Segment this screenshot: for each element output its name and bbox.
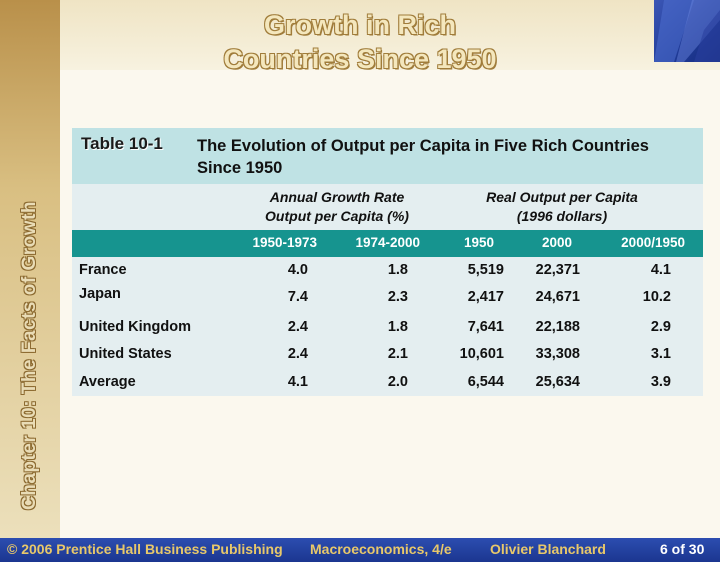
corner-decoration (654, 0, 720, 62)
country-cell: Japan (79, 286, 121, 302)
group-output-line2: (1996 dollars) (516, 208, 608, 224)
column-header: 1950 (463, 235, 494, 250)
sidebar: Chapter 10: The Facts of Growth (0, 0, 60, 540)
table-title: The Evolution of Output per Capita in Fi… (197, 135, 697, 179)
footer-author: Olivier Blanchard (490, 541, 606, 557)
footer-bar: © 2006 Prentice Hall Business Publishing… (0, 538, 720, 562)
table-row: Japan 7.4 2.3 2,417 24,671 10.2 (72, 286, 703, 313)
country-cell: United Kingdom (79, 319, 191, 335)
ratio-cell: 4.1 (650, 262, 671, 278)
table-label: Table 10-1 (81, 134, 163, 153)
table-column-header: 1950-1973 1974-2000 1950 2000 2000/1950 (72, 230, 703, 257)
table-row: United States 2.4 2.1 10,601 33,308 3.1 (72, 342, 703, 369)
group-growth-rate: Annual Growth Rate Output per Capita (%) (237, 188, 437, 226)
column-header: 2000 (541, 235, 572, 250)
growth-1950-1973-cell: 2.4 (287, 319, 308, 335)
growth-1950-1973-cell: 2.4 (287, 346, 308, 362)
growth-1974-2000-cell: 1.8 (387, 319, 408, 335)
output-2000-cell: 22,188 (535, 319, 580, 335)
ratio-cell: 3.9 (650, 374, 671, 390)
table-body: France 4.0 1.8 5,519 22,371 4.1 Japan 7.… (72, 257, 703, 396)
column-header: 1974-2000 (355, 235, 420, 250)
column-header: 1950-1973 (252, 235, 317, 250)
output-2000-cell: 25,634 (535, 374, 580, 390)
growth-1974-2000-cell: 2.1 (387, 346, 408, 362)
table-row: France 4.0 1.8 5,519 22,371 4.1 (72, 258, 703, 285)
table-row: Average 4.1 2.0 6,544 25,634 3.9 (72, 370, 703, 397)
chapter-label: Chapter 10: The Facts of Growth (19, 201, 40, 510)
growth-1950-1973-cell: 7.4 (287, 289, 308, 305)
data-table: Table 10-1 The Evolution of Output per C… (72, 128, 703, 396)
slide-title-line2: Countries Since 1950 (223, 44, 497, 74)
ratio-cell: 3.1 (650, 346, 671, 362)
growth-1950-1973-cell: 4.0 (287, 262, 308, 278)
page-number: 6 of 30 (660, 541, 705, 557)
output-1950-cell: 2,417 (467, 289, 504, 305)
slide-title: Growth in Rich Countries Since 1950 (120, 8, 600, 76)
corner-graphic (654, 0, 720, 62)
output-2000-cell: 24,671 (535, 289, 580, 305)
ratio-cell: 2.9 (650, 319, 671, 335)
growth-1974-2000-cell: 2.3 (387, 289, 408, 305)
table-group-header: Annual Growth Rate Output per Capita (%)… (72, 184, 703, 230)
group-growth-line2: Output per Capita (%) (265, 208, 409, 224)
output-2000-cell: 22,371 (535, 262, 580, 278)
footer-publisher: © 2006 Prentice Hall Business Publishing (7, 541, 283, 557)
output-1950-cell: 10,601 (459, 346, 504, 362)
column-header: 2000/1950 (621, 235, 685, 250)
footer-book: Macroeconomics, 4/e (310, 541, 452, 557)
country-cell: Average (79, 374, 136, 390)
country-cell: United States (79, 346, 172, 362)
output-1950-cell: 6,544 (467, 374, 504, 390)
group-real-output: Real Output per Capita (1996 dollars) (462, 188, 662, 226)
slide-title-line1: Growth in Rich (264, 10, 456, 40)
growth-1974-2000-cell: 2.0 (387, 374, 408, 390)
group-growth-line1: Annual Growth Rate (269, 189, 405, 205)
country-cell: France (79, 262, 127, 278)
output-1950-cell: 5,519 (467, 262, 504, 278)
ratio-cell: 10.2 (642, 289, 671, 305)
table-caption: Table 10-1 The Evolution of Output per C… (72, 128, 703, 184)
table-row: United Kingdom 2.4 1.8 7,641 22,188 2.9 (72, 315, 703, 342)
growth-1974-2000-cell: 1.8 (387, 262, 408, 278)
table-title-text: The Evolution of Output per Capita in Fi… (197, 137, 649, 177)
group-output-line1: Real Output per Capita (486, 189, 638, 205)
output-2000-cell: 33,308 (535, 346, 580, 362)
growth-1950-1973-cell: 4.1 (287, 374, 308, 390)
output-1950-cell: 7,641 (467, 319, 504, 335)
